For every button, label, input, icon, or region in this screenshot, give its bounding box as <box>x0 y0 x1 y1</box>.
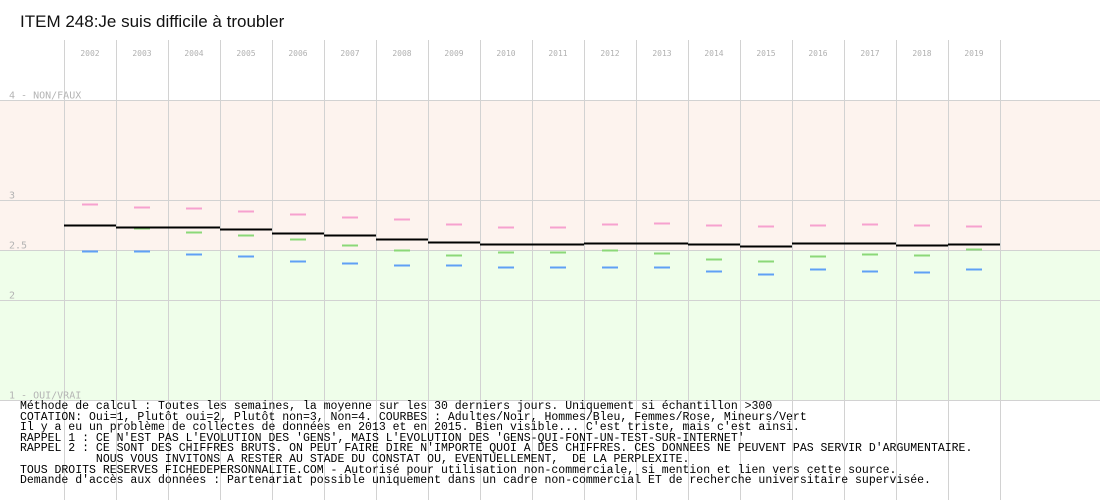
y-tick-label: 2 <box>9 291 15 302</box>
note-rappel-2: RAPPEL 2 : CE SONT DES CHIFFRES BRUTS. O… <box>20 442 973 456</box>
x-tick-label: 2017 <box>860 49 879 58</box>
note-rights: TOUS DROITS RESERVES FICHEDEPERSONNALITE… <box>20 463 897 477</box>
x-tick-label: 2016 <box>808 49 827 58</box>
y-tick-label: 3 <box>9 191 15 202</box>
y-tick-label: 4 - NON/FAUX <box>9 91 81 102</box>
note-cotation: COTATION: Oui=1, Plutôt oui=2, Plutôt no… <box>20 410 807 424</box>
note-rappel-1: RAPPEL 1 : CE N'EST PAS L'EVOLUTION DES … <box>20 431 745 445</box>
x-tick-label: 2011 <box>548 49 567 58</box>
note-data-access: Demande d'accès aux données : Partenaria… <box>20 474 931 488</box>
y-tick-label: 2.5 <box>9 241 27 252</box>
x-tick-label: 2007 <box>340 49 359 58</box>
x-tick-label: 2018 <box>912 49 931 58</box>
note-rappel-2-cont: NOUS VOUS INVITONS A RESTER AU STADE DU … <box>20 452 690 466</box>
notes-block: Méthode de calcul : Toutes les semaines,… <box>20 400 973 488</box>
x-tick-label: 2008 <box>392 49 411 58</box>
zone-1 <box>0 250 1100 400</box>
x-tick-label: 2005 <box>236 49 255 58</box>
x-tick-label: 2013 <box>652 49 671 58</box>
x-tick-label: 2015 <box>756 49 775 58</box>
x-tick-label: 2002 <box>80 49 99 58</box>
x-tick-label: 2014 <box>704 49 723 58</box>
note-method: Méthode de calcul : Toutes les semaines,… <box>20 400 773 413</box>
x-tick-label: 2009 <box>444 49 463 58</box>
x-tick-label: 2010 <box>496 49 515 58</box>
y-tick-label: 1 - OUI/VRAI <box>9 391 81 402</box>
x-tick-label: 2006 <box>288 49 307 58</box>
x-tick-label: 2003 <box>132 49 151 58</box>
x-tick-label: 2004 <box>184 49 203 58</box>
note-collect-problem: Il y a eu un problème de collectes de do… <box>20 421 800 435</box>
x-tick-label: 2019 <box>964 49 983 58</box>
x-tick-label: 2012 <box>600 49 619 58</box>
chart-title: ITEM 248:Je suis difficile à troubler <box>20 12 285 31</box>
